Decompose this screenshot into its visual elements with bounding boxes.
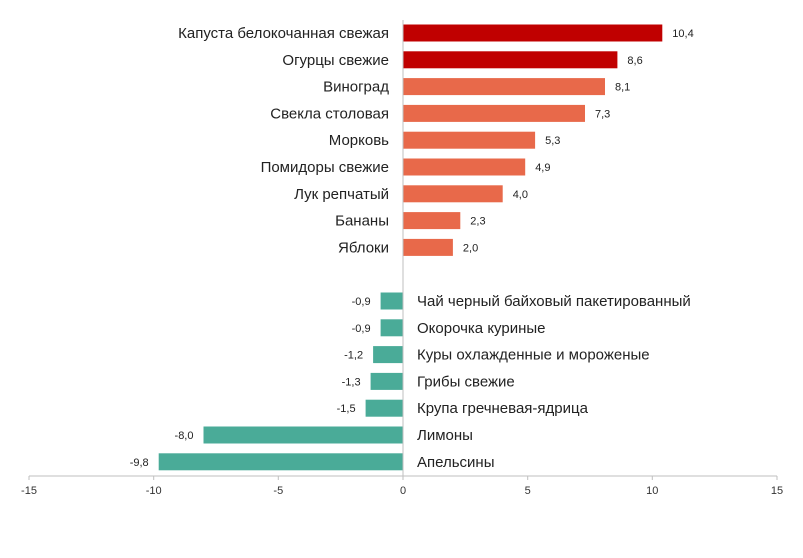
category-label-окорочка-куриные: Окорочка куриные <box>417 320 546 337</box>
x-tick-label: -10 <box>146 485 162 497</box>
x-tick-label: 0 <box>400 485 406 497</box>
x-tick-label: 10 <box>646 485 658 497</box>
value-label-чай-черный-байховый-пакетированный: -0,9 <box>352 296 371 308</box>
category-label-лук-репчатый: Лук репчатый <box>294 186 389 203</box>
bar-свекла-столовая <box>403 104 585 122</box>
bar-виноград <box>403 78 605 96</box>
value-label-виноград: 8,1 <box>615 82 630 94</box>
category-label-свекла-столовая: Свекла столовая <box>270 105 389 122</box>
category-label-яблоки: Яблоки <box>338 239 389 256</box>
value-label-помидоры-свежие: 4,9 <box>535 162 550 174</box>
bar-огурцы-свежие <box>403 51 618 69</box>
value-label-окорочка-куриные: -0,9 <box>352 323 371 335</box>
bar-лук-репчатый <box>403 185 503 203</box>
value-label-грибы-свежие: -1,3 <box>342 376 361 388</box>
bar-куры-охлажденные-и-мороженые <box>373 346 403 364</box>
value-label-бананы: 2,3 <box>470 216 485 228</box>
bar-грибы-свежие <box>370 372 403 390</box>
category-label-крупа-гречневая-ядрица: Крупа гречневая-ядрица <box>417 400 589 417</box>
value-label-лук-репчатый: 4,0 <box>513 189 528 201</box>
category-label-лимоны: Лимоны <box>417 427 473 444</box>
category-label-чай-черный-байховый-пакетированный: Чай черный байховый пакетированный <box>417 293 691 310</box>
category-label-бананы: Бананы <box>335 213 389 230</box>
bar-окорочка-куриные <box>380 319 403 337</box>
value-label-яблоки: 2,0 <box>463 242 478 254</box>
category-label-капуста-белокочанная-свежая: Капуста белокочанная свежая <box>178 25 389 42</box>
category-label-грибы-свежие: Грибы свежие <box>417 373 515 390</box>
category-label-помидоры-свежие: Помидоры свежие <box>261 159 389 176</box>
axis-layer: -15 -10 -5 0 5 10 15 <box>21 20 783 497</box>
x-tick-label: -5 <box>273 485 283 497</box>
bar-апельсины <box>158 453 403 471</box>
value-label-свекла-столовая: 7,3 <box>595 108 610 120</box>
x-tick-label: 5 <box>525 485 531 497</box>
value-label-морковь: 5,3 <box>545 135 560 147</box>
bar-яблоки <box>403 238 453 256</box>
bars-layer <box>158 24 663 471</box>
category-label-виноград: Виноград <box>323 79 389 96</box>
bar-лимоны <box>203 426 403 444</box>
category-label-огурцы-свежие: Огурцы свежие <box>282 52 389 69</box>
value-label-куры-охлажденные-и-мороженые: -1,2 <box>344 350 363 362</box>
x-tick-label: 15 <box>771 485 783 497</box>
bar-помидоры-свежие <box>403 158 526 176</box>
bar-чай-черный-байховый-пакетированный <box>380 292 403 310</box>
category-label-апельсины: Апельсины <box>417 454 494 471</box>
value-label-лимоны: -8,0 <box>175 430 194 442</box>
category-label-морковь: Морковь <box>329 132 389 149</box>
bar-крупа-гречневая-ядрица <box>365 399 403 417</box>
value-label-крупа-гречневая-ядрица: -1,5 <box>337 403 356 415</box>
bar-капуста-белокочанная-свежая <box>403 24 663 42</box>
bar-бананы <box>403 212 461 230</box>
labels-layer: Капуста белокочанная свежая 10,4 Огурцы св… <box>130 25 694 471</box>
value-label-апельсины: -9,8 <box>130 457 149 469</box>
x-tick-label: -15 <box>21 485 37 497</box>
value-label-капуста-белокочанная-свежая: 10,4 <box>672 28 693 40</box>
category-label-куры-охлажденные-и-мороженые: Куры охлажденные и мороженые <box>417 347 650 364</box>
value-label-огурцы-свежие: 8,6 <box>627 55 642 67</box>
bar-морковь <box>403 131 536 149</box>
